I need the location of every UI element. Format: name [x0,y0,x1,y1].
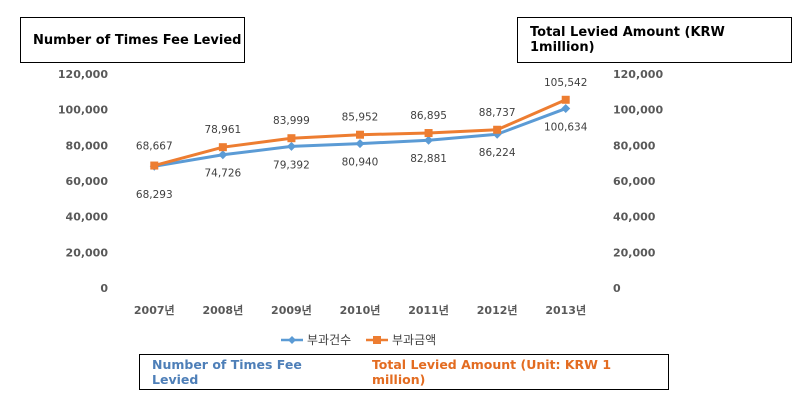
y-tick-label: 120,000 [58,68,108,81]
y-tick-label: 40,000 [66,211,109,224]
data-point-square [150,161,159,170]
data-point-diamond [424,135,434,145]
y2-tick-label: 60,000 [613,175,656,188]
legend-marker-square [373,336,381,344]
data-label-blue: 74,726 [204,168,241,180]
data-label-orange: 88,737 [479,107,516,119]
data-point-diamond [286,141,296,151]
data-point-diamond [561,104,571,114]
data-label-orange: 78,961 [204,124,241,136]
legend-translation-blue: Number of Times Fee Levied [152,357,302,387]
data-label-blue: 86,224 [479,147,516,159]
data-point-square [493,125,502,134]
right-axis-title-box: Total Levied Amount (KRW 1million) [517,17,792,63]
data-point-square [424,129,433,138]
data-label-blue: 100,634 [544,122,588,134]
data-label-orange: 83,999 [273,115,310,127]
data-label-blue: 80,940 [342,157,379,169]
left-axis-title-box: Number of Times Fee Levied [20,17,245,63]
legend-translation-orange: Total Levied Amount (Unit: KRW 1 million… [371,357,612,387]
legend-label-blue: 부과건수 [307,333,351,347]
data-label-blue: 79,392 [273,159,310,171]
x-tick-label: 2008년 [202,303,243,317]
y2-tick-label: 0 [613,282,621,295]
data-label-orange: 105,542 [544,77,587,89]
y-tick-label: 80,000 [66,139,109,152]
y2-tick-label: 120,000 [613,68,663,81]
y-tick-label: 100,000 [58,104,108,117]
legend-label-orange: 부과금액 [392,333,436,347]
data-point-square [287,134,296,143]
data-point-square [218,143,227,152]
x-tick-label: 2011년 [408,303,449,317]
legend-marker-diamond [288,336,296,344]
right-axis-title: Total Levied Amount (KRW 1million) [530,25,725,55]
x-tick-label: 2010년 [340,303,381,317]
data-point-square [561,95,570,104]
data-label-orange: 85,952 [342,112,379,124]
y2-tick-label: 20,000 [613,246,656,259]
x-tick-label: 2013년 [545,303,586,317]
data-label-orange: 68,667 [136,141,173,153]
data-point-diamond [355,139,365,149]
left-axis-title: Number of Times Fee Levied [33,32,242,48]
x-tick-label: 2007년 [134,303,175,317]
x-tick-label: 2009년 [271,303,312,317]
y2-tick-label: 100,000 [613,104,663,117]
y-tick-label: 20,000 [66,246,109,259]
data-label-blue: 68,293 [136,189,173,201]
data-label-orange: 86,895 [410,110,447,122]
y2-tick-label: 40,000 [613,211,656,224]
legend-translation-box: Number of Times Fee Levied Total Levied … [139,354,669,390]
data-label-blue: 82,881 [410,153,447,165]
y-tick-label: 0 [100,282,108,295]
y-tick-label: 60,000 [66,175,109,188]
data-point-square [356,130,364,139]
y2-tick-label: 80,000 [613,139,656,152]
x-tick-label: 2012년 [477,303,518,317]
data-point-diamond [218,150,228,160]
